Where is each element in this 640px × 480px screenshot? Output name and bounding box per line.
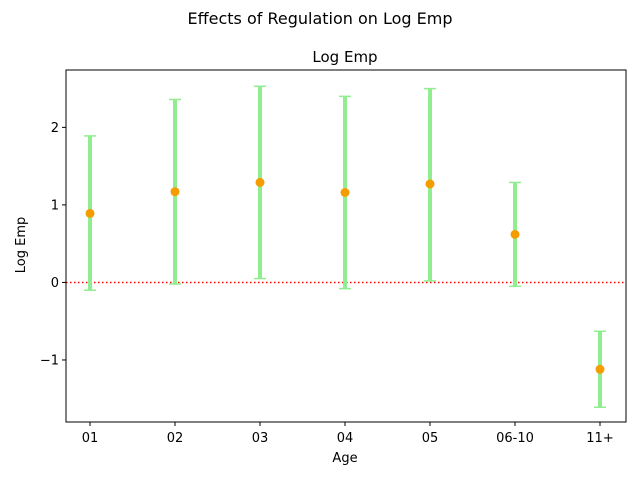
x-tick-label: 05	[422, 431, 439, 446]
data-point	[170, 187, 180, 197]
x-tick-label: 06-10	[496, 431, 534, 446]
figure-suptitle: Effects of Regulation on Log Emp	[187, 9, 452, 28]
data-point	[510, 229, 520, 239]
x-tick-label: 03	[252, 431, 269, 446]
data-point	[425, 179, 435, 189]
x-tick-label: 11+	[586, 431, 613, 446]
axes-frame	[65, 69, 627, 423]
y-tick-label: 1	[51, 198, 59, 213]
x-axis-label: Age	[332, 451, 357, 466]
x-tick-label: 01	[82, 431, 99, 446]
y-axis-label: Log Emp	[14, 217, 29, 273]
y-tick-label: 0	[51, 276, 59, 291]
y-tick-label: 2	[51, 121, 59, 136]
x-tick-label: 02	[167, 431, 184, 446]
y-tick-label: −1	[40, 353, 59, 368]
data-point	[595, 364, 605, 374]
x-tick-label: 04	[337, 431, 354, 446]
data-point	[255, 177, 265, 187]
chart-title: Log Emp	[312, 48, 377, 66]
data-point	[340, 188, 350, 198]
data-point	[85, 208, 95, 218]
